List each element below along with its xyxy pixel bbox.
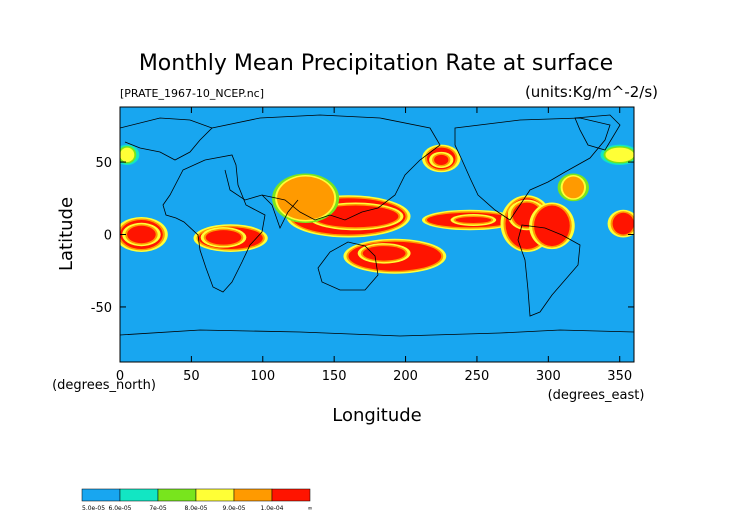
legend-label: 6.0e-05: [108, 505, 131, 512]
y-axis-label: Latitude: [56, 197, 77, 271]
precip-region: [205, 230, 242, 245]
legend-label: 8.0e-05: [184, 505, 207, 512]
legend-swatch: [233, 488, 273, 502]
x-tick-label: 0: [116, 369, 124, 384]
x-tick-label: 200: [393, 369, 418, 384]
precip-region: [127, 225, 156, 244]
legend-swatch: [157, 488, 197, 502]
precip-regions: [120, 144, 634, 274]
legend-label: 5.0e-05: [82, 505, 105, 512]
legend-label: 7e-05: [149, 505, 166, 512]
precip-region: [362, 246, 406, 261]
y-tick-label: 50: [95, 156, 112, 171]
chart-subtitle-right: (units:Kg/m^-2/s): [525, 83, 658, 101]
precip-region: [612, 212, 634, 235]
legend-swatch: [119, 488, 159, 502]
chart-title: Monthly Mean Precipitation Rate at surfa…: [139, 51, 613, 76]
y-unit-label: (degrees_north): [52, 378, 156, 393]
precip-region: [562, 176, 585, 199]
legend-label: 1.0e-04: [260, 505, 283, 512]
coast-africa: [162, 154, 266, 293]
legend-label: ∞: [308, 505, 313, 512]
coast-north-america: [454, 117, 611, 221]
legend-label: 9.0e-05: [222, 505, 245, 512]
precip-region: [277, 176, 335, 221]
legend-swatch: [195, 488, 235, 502]
x-axis-ticks: 0 50 100 150 200 250 300 350: [116, 107, 632, 384]
x-tick-label: 100: [250, 369, 275, 384]
coast-asia: [211, 114, 441, 221]
x-tick-label: 250: [465, 369, 490, 384]
precip-region: [455, 217, 492, 224]
coast-antarctica: [120, 329, 634, 337]
precip-region: [605, 147, 634, 163]
y-axis-ticks: -50 0 50: [91, 156, 634, 316]
x-axis-label: Longitude: [332, 405, 422, 426]
y-tick-label: 0: [104, 229, 112, 244]
precip-region: [120, 147, 135, 163]
x-tick-label: 50: [183, 369, 200, 384]
precip-region: [534, 205, 570, 247]
coast-india: [261, 194, 299, 230]
legend-swatch: [81, 488, 121, 502]
legend-swatch: [271, 488, 311, 502]
coastlines: [120, 114, 634, 337]
chart-subtitle-left: [PRATE_1967-10_NCEP.nc]: [120, 87, 264, 100]
precip-region: [434, 154, 449, 165]
coast-europe: [120, 117, 213, 161]
plot-area: [119, 106, 635, 363]
x-tick-label: 300: [536, 369, 561, 384]
x-tick-label: 350: [607, 369, 632, 384]
coast-australia: [317, 241, 379, 291]
y-tick-label: -50: [91, 301, 112, 316]
x-tick-label: 150: [322, 369, 347, 384]
coast-south-america: [517, 224, 581, 317]
coast-greenland: [574, 114, 621, 151]
x-unit-label: (degrees_east): [548, 388, 645, 403]
color-legend: 5.0e-05 6.0e-05 7e-05 8.0e-05 9.0e-05 1.0e-04…: [81, 488, 313, 512]
